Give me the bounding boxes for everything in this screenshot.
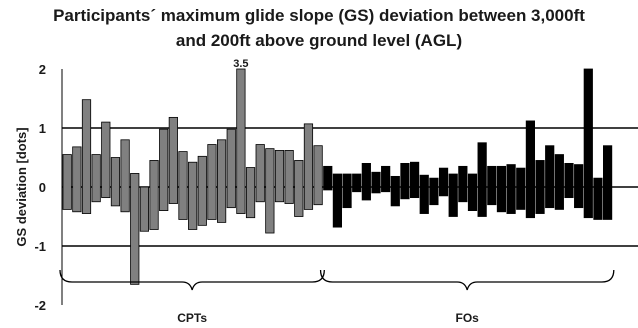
fo-bar bbox=[323, 165, 333, 191]
fo-bar bbox=[371, 171, 381, 194]
fo-bar bbox=[525, 120, 536, 219]
fo-bar bbox=[583, 68, 593, 219]
cpt-bar bbox=[120, 139, 130, 213]
fo-bar bbox=[381, 165, 391, 193]
fo-bar bbox=[352, 173, 362, 193]
cpt-bar bbox=[226, 128, 236, 209]
fo-bar bbox=[332, 173, 343, 228]
fo-bar bbox=[429, 177, 439, 206]
fo-bar bbox=[342, 173, 352, 209]
cpt-bar bbox=[236, 68, 246, 214]
fo-bar bbox=[545, 145, 555, 209]
cpt-bar bbox=[178, 151, 188, 220]
cpt-bar bbox=[274, 150, 285, 203]
cpt-bar bbox=[149, 160, 159, 230]
fo-bar bbox=[487, 165, 497, 206]
cpt-group-label: CPTs bbox=[177, 311, 207, 325]
fo-bar bbox=[448, 173, 458, 217]
cpt-bar bbox=[284, 150, 294, 204]
cpt-bar bbox=[130, 173, 140, 285]
fo-brace bbox=[319, 269, 615, 291]
fo-bar bbox=[419, 174, 429, 214]
bar-annotation: 3.5 bbox=[233, 58, 248, 70]
fo-group-label: FOs bbox=[456, 311, 480, 325]
chart-title-line-1: Participants´ maximum glide slope (GS) d… bbox=[53, 6, 585, 25]
fo-bar bbox=[361, 162, 371, 201]
fo-bar bbox=[506, 164, 516, 214]
fo-bar bbox=[516, 167, 526, 210]
y-axis-label: GS deviation [dots] bbox=[14, 127, 29, 246]
cpt-bar bbox=[313, 145, 323, 206]
cpt-bar bbox=[62, 154, 72, 210]
cpt-bar bbox=[101, 121, 111, 199]
cpt-bar bbox=[294, 160, 304, 217]
fo-bar bbox=[593, 177, 603, 220]
cpt-bar bbox=[139, 186, 149, 232]
y-tick-label: 0 bbox=[39, 180, 46, 195]
fo-bar bbox=[458, 165, 468, 203]
cpt-brace bbox=[59, 269, 325, 291]
cpt-bar bbox=[265, 148, 275, 234]
cpt-bar bbox=[207, 144, 217, 220]
fo-bar bbox=[535, 160, 545, 214]
y-tick-label: 1 bbox=[39, 121, 46, 136]
y-tick-label: -2 bbox=[34, 298, 46, 313]
fo-bar bbox=[496, 165, 507, 213]
cpt-bar bbox=[81, 99, 92, 214]
cpt-bar bbox=[197, 155, 207, 226]
cpt-bar bbox=[303, 123, 314, 210]
cpt-bar bbox=[159, 128, 169, 211]
cpt-bar bbox=[91, 154, 101, 203]
cpt-bar bbox=[245, 167, 256, 219]
fo-bar bbox=[438, 167, 449, 197]
cpt-bar bbox=[255, 144, 265, 203]
fo-bar bbox=[477, 142, 487, 217]
bars-layer: 3.5 bbox=[62, 58, 613, 285]
fo-bar bbox=[574, 164, 584, 209]
cpt-bar bbox=[168, 116, 178, 204]
fo-bar bbox=[467, 173, 478, 212]
y-tick-label: 2 bbox=[39, 62, 46, 77]
axis-layer: 2 1 0 -1 -2 bbox=[34, 62, 63, 313]
chart-title-line-2: and 200ft above ground level (AGL) bbox=[175, 31, 463, 50]
cpt-bar bbox=[188, 161, 198, 230]
cpt-bar bbox=[216, 139, 227, 223]
fo-bar bbox=[603, 145, 613, 220]
fo-bar bbox=[400, 162, 410, 200]
cpt-bar bbox=[110, 157, 121, 207]
fo-bar bbox=[564, 162, 574, 199]
fo-bar bbox=[390, 175, 400, 207]
fo-bar bbox=[409, 161, 420, 199]
y-tick-label: -1 bbox=[34, 239, 46, 254]
brace-layer: CPTs FOs bbox=[59, 269, 615, 325]
cpt-bar bbox=[72, 146, 82, 213]
fo-bar bbox=[554, 154, 564, 210]
